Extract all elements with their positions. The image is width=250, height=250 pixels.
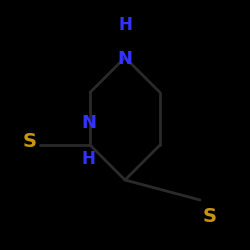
Text: S: S xyxy=(23,132,37,151)
Text: N: N xyxy=(118,50,132,68)
Text: N: N xyxy=(81,114,96,132)
Text: H: H xyxy=(118,16,132,34)
Text: H: H xyxy=(82,150,96,168)
Text: S: S xyxy=(203,207,217,226)
